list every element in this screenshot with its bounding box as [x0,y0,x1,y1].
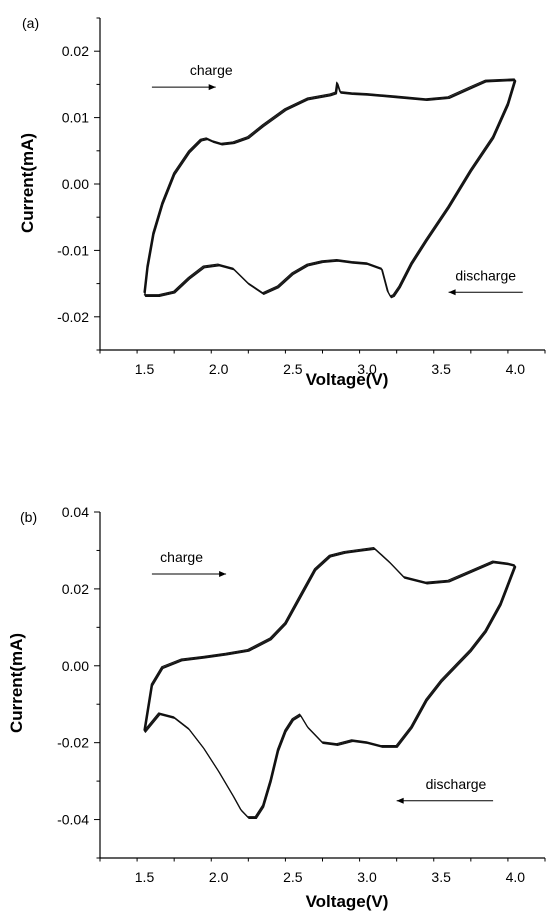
series-line-charge-cycle-3 [143,547,515,731]
annotation-discharge: discharge [426,776,487,792]
x-axis-label: Voltage(V) [306,892,389,911]
panel-a: 1.5 2.0 2.5 3.0 3.5 4.0 -0.02 -0.01 0.00 0.01 0.02… [18,15,546,389]
x-tick-label: 4.0 [506,361,526,377]
x-tick-label: 1.5 [135,869,155,885]
y-tick-label: -0.01 [57,242,89,258]
x-tick-label: 3.0 [357,361,377,377]
x-tick-label: 3.5 [431,361,451,377]
y-axis-label: Current(mA) [18,133,37,233]
y-tick-label: -0.02 [57,735,89,751]
series-line-discharge-cycle-2 [145,80,517,299]
x-tick-label: 4.0 [506,869,526,885]
annotation-arrow-head [396,797,404,804]
annotation-arrow-head [208,84,216,91]
y-axis-label: Current(mA) [7,633,26,733]
y-tick-label: -0.02 [57,309,89,325]
x-tick-label: 2.0 [209,361,229,377]
series-line-charge-cycle-2 [144,548,517,732]
x-axis-label: Voltage(V) [306,370,389,389]
x-tick-label: 1.5 [135,361,155,377]
annotation-charge: charge [160,549,203,565]
series-line-charge-cycle-1 [143,79,516,294]
x-tick-label: 2.5 [283,361,303,377]
panel-label: (b) [20,509,37,525]
series-line-charge-cycle-2 [144,80,516,295]
panel-label: (a) [22,15,39,31]
y-tick-label: 0.00 [62,658,89,674]
x-tick-label: 3.0 [357,869,377,885]
y-tick-label: 0.02 [62,581,89,597]
series-line-discharge-cycle-1 [144,79,516,298]
series-line-discharge-cycle-3 [143,78,516,297]
annotation-arrow-head [219,570,227,577]
y-tick-label: 0.00 [62,176,89,192]
y-tick-label: 0.02 [62,43,89,59]
x-tick-label: 2.0 [209,869,229,885]
y-tick-label: 0.04 [62,504,89,520]
series-line-charge-cycle-3 [143,78,515,293]
annotation-arrow-head [448,289,456,296]
annotation-charge: charge [190,62,233,78]
x-tick-label: 2.5 [283,869,303,885]
y-tick-label: -0.04 [57,812,89,828]
panel-b: 1.5 2.0 2.5 3.0 3.5 4.0 -0.04 -0.02 0.00 0.02 0.04… [7,504,546,911]
x-tick-label: 3.5 [431,869,451,885]
annotation-discharge: discharge [455,267,516,283]
y-tick-label: 0.01 [62,110,89,126]
series-line-charge-cycle-1 [143,547,516,732]
series-line-discharge-cycle-3 [143,564,516,818]
